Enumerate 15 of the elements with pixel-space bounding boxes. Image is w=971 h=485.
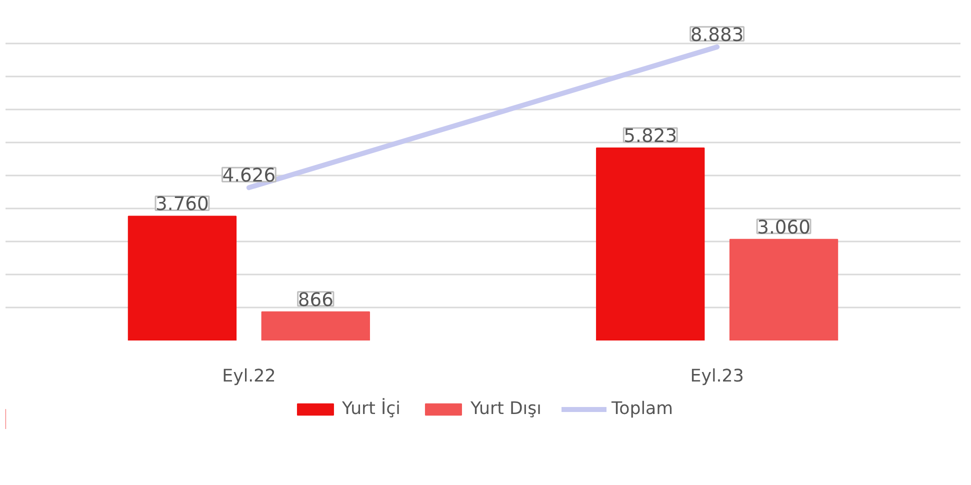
bar xyxy=(128,216,237,340)
data-label: 5.823 xyxy=(624,126,678,148)
legend-label: Yurt İçi xyxy=(342,399,400,419)
data-label: 4.626 xyxy=(222,166,276,187)
legend-label: Yurt Dışı xyxy=(470,399,542,419)
bar xyxy=(596,148,705,340)
bar xyxy=(261,311,370,340)
data-label: 866 xyxy=(298,290,334,311)
x-tick-label: Eyl.22 xyxy=(222,366,276,386)
legend-label: Toplam xyxy=(611,399,674,419)
data-label: 8.883 xyxy=(690,24,744,46)
x-tick-label: Eyl.23 xyxy=(690,366,744,386)
bar xyxy=(729,238,838,340)
data-label: 3.060 xyxy=(757,217,810,238)
data-label: 3.760 xyxy=(156,194,209,216)
